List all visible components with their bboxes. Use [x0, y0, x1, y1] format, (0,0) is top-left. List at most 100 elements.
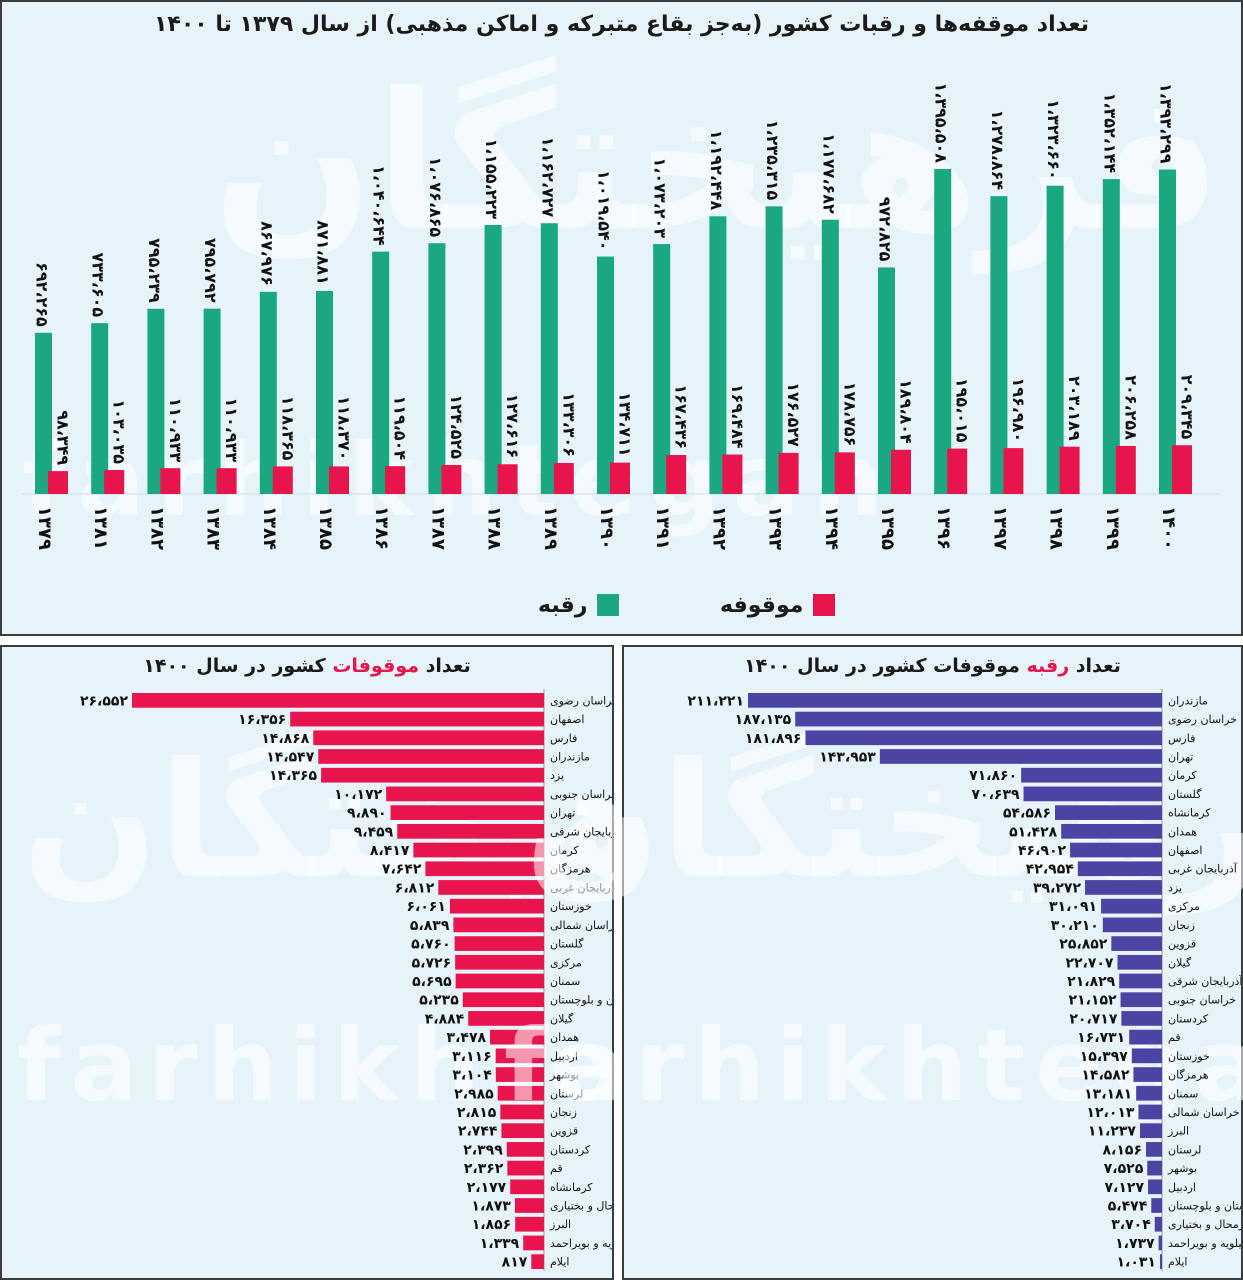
- bar-raqabe: [91, 323, 109, 494]
- value-label: ۱۸۱،۸۹۶: [745, 731, 802, 747]
- bar-mowqufat: [514, 1198, 544, 1213]
- category-label: تهران: [1168, 750, 1193, 763]
- bar-mowqufat: [501, 1123, 544, 1139]
- category-label: زنجان: [550, 1106, 577, 1119]
- data-label-raqabe: ۹۷۲،۸۲۵: [876, 197, 895, 262]
- category-label: کردستان: [1168, 1012, 1209, 1025]
- bar-raqabe: [1139, 1123, 1162, 1139]
- category-label: مرکزی: [1168, 900, 1200, 913]
- bar-raqabe: [1133, 1067, 1162, 1082]
- bar-raqabe: [805, 730, 1162, 746]
- bar-raqabe: [709, 216, 727, 495]
- value-label: ۵،۷۶۰: [411, 937, 451, 953]
- value-label: ۲۶،۵۵۲: [80, 693, 128, 709]
- bar-mowqufat: [455, 973, 544, 989]
- data-label-mowqufe: ۱۰۳،۰۳۵: [110, 399, 129, 464]
- value-label: ۳،۷۰۴: [1111, 1217, 1151, 1233]
- bar-mowqufat: [386, 786, 544, 802]
- bar-mowqufat: [321, 767, 544, 783]
- bar-mowqufe: [216, 468, 237, 494]
- value-label: ۲۵،۸۵۲: [1059, 937, 1107, 953]
- category-label: هرمزگان: [1168, 1069, 1209, 1082]
- value-label: ۱۰،۱۷۲: [334, 787, 382, 803]
- bar-mowqufat: [313, 730, 544, 746]
- category-label: گلستان: [1168, 788, 1202, 801]
- data-label-raqabe: ۸۷۱،۸۸۱: [314, 220, 333, 285]
- legend-swatch-raqabe: [597, 594, 620, 616]
- bar-raqabe: [934, 169, 952, 494]
- bar-raqabe: [1055, 805, 1162, 820]
- data-label-raqabe: ۷۹۵،۲۳۹: [145, 238, 164, 303]
- category-label: یزد: [1168, 881, 1182, 894]
- bar-raqabe: [1021, 767, 1162, 783]
- bar-raqabe: [540, 223, 558, 494]
- bar-mowqufat: [495, 1048, 544, 1064]
- bar-mowqufat: [523, 1235, 544, 1251]
- bar-raqabe: [1159, 1254, 1162, 1269]
- value-label: ۵،۷۲۶: [412, 955, 452, 971]
- bar-raqabe: [1111, 936, 1162, 951]
- value-label: ۲،۳۶۲: [464, 1161, 504, 1177]
- data-label-raqabe: ۶۹۲،۲۶۵: [33, 262, 52, 327]
- category-label: فارس: [1168, 732, 1195, 745]
- bar-mowqufe: [947, 448, 968, 494]
- value-label: ۱۴،۸۶۸: [261, 731, 309, 747]
- data-label-mowqufe: ۱۱۹،۵۰۴: [391, 395, 410, 460]
- legend-item-raqabe: رقبه: [538, 590, 620, 620]
- bar-raqabe: [1131, 1048, 1162, 1064]
- data-label-raqabe: ۱،۱۹۲،۴۴۸: [707, 130, 726, 211]
- data-label-mowqufe: ۱۲۷،۶۱۶: [503, 394, 522, 459]
- bar-raqabe: [878, 267, 895, 494]
- bar-raqabe: [1085, 880, 1162, 895]
- category-label: لرستان: [550, 1087, 583, 1100]
- bar-mowqufe: [834, 452, 855, 494]
- value-label: ۸۱۷: [502, 1255, 528, 1271]
- category-label: خراسان شمالی: [550, 919, 612, 932]
- value-label: ۱۴،۵۸۲: [1081, 1068, 1129, 1084]
- x-tick-label: ۱۳۸۳: [203, 506, 224, 550]
- value-label: ۲۰،۷۱۷: [1069, 1011, 1117, 1027]
- value-label: ۵۱،۴۲۸: [1009, 824, 1057, 840]
- data-label-raqabe: ۷۹۵،۷۹۲: [201, 238, 220, 303]
- data-label-mowqufe: ۱۶۹،۴۸۴: [728, 384, 747, 449]
- category-label: خوزستان: [550, 900, 592, 913]
- category-label: کرمان: [550, 844, 579, 857]
- x-tick-label: ۱۳۹۹: [1102, 506, 1123, 550]
- value-label: ۱۳،۱۸۱: [1084, 1086, 1132, 1102]
- bar-raqabe: [1147, 1160, 1162, 1176]
- category-label: ایلام: [1168, 1256, 1188, 1269]
- top-chart-panel: فرهیختگان farhikhtegan تعداد موقفه‌ها و …: [0, 0, 1243, 636]
- value-label: ۳۱،۰۹۱: [1049, 899, 1097, 915]
- value-label: ۳۹،۲۷۲: [1033, 880, 1081, 896]
- category-label: قم: [1168, 1031, 1181, 1044]
- x-tick-label: ۱۳۸۵: [315, 506, 336, 550]
- bar-raqabe: [1061, 823, 1162, 839]
- category-label: سیستان و بلوچستان: [550, 994, 612, 1007]
- value-label: ۳،۴۷۸: [447, 1030, 487, 1046]
- data-label-raqabe: ۱،۳۹۳،۲۹۹: [1157, 83, 1176, 164]
- x-tick-label: ۱۳۹۴: [821, 506, 842, 550]
- category-label: همدان: [1168, 825, 1197, 838]
- x-tick-label: ۱۳۹۷: [989, 506, 1010, 550]
- bar-mowqufe: [1059, 446, 1080, 494]
- category-label: هرمزگان: [550, 863, 591, 876]
- data-label-raqabe: ۱،۳۲۳،۶۶۰: [1044, 99, 1063, 180]
- bar-mowqufe: [1115, 445, 1136, 494]
- bar-raqabe: [879, 749, 1162, 764]
- data-label-mowqufe: ۱۹۵،۰۱۵: [953, 378, 972, 443]
- x-tick-label: ۱۳۹۸: [1046, 506, 1067, 550]
- value-label: ۱۵،۳۹۷: [1080, 1049, 1128, 1065]
- category-label: آذربایجان شرقی: [1168, 974, 1241, 988]
- bar-raqabe: [1117, 954, 1162, 970]
- data-label-raqabe: ۱،۱۷۷،۶۸۲: [819, 133, 838, 214]
- category-label: اردبیل: [550, 1050, 578, 1063]
- bar-raqabe: [795, 711, 1162, 727]
- bar-raqabe: [1077, 861, 1162, 877]
- mowqufat-chart-panel: فرهیختگان farhikhtegan تعداد موقوفات کشو…: [0, 645, 873, 1280]
- value-label: ۳،۱۰۴: [452, 1068, 492, 1084]
- title-suffix: کشور در سال ۱۴۰۰: [143, 655, 333, 677]
- bar-raqabe: [1120, 992, 1162, 1008]
- bar-raqabe: [1158, 1235, 1162, 1251]
- bar-mowqufe: [553, 462, 574, 494]
- bar-raqabe: [1102, 917, 1162, 933]
